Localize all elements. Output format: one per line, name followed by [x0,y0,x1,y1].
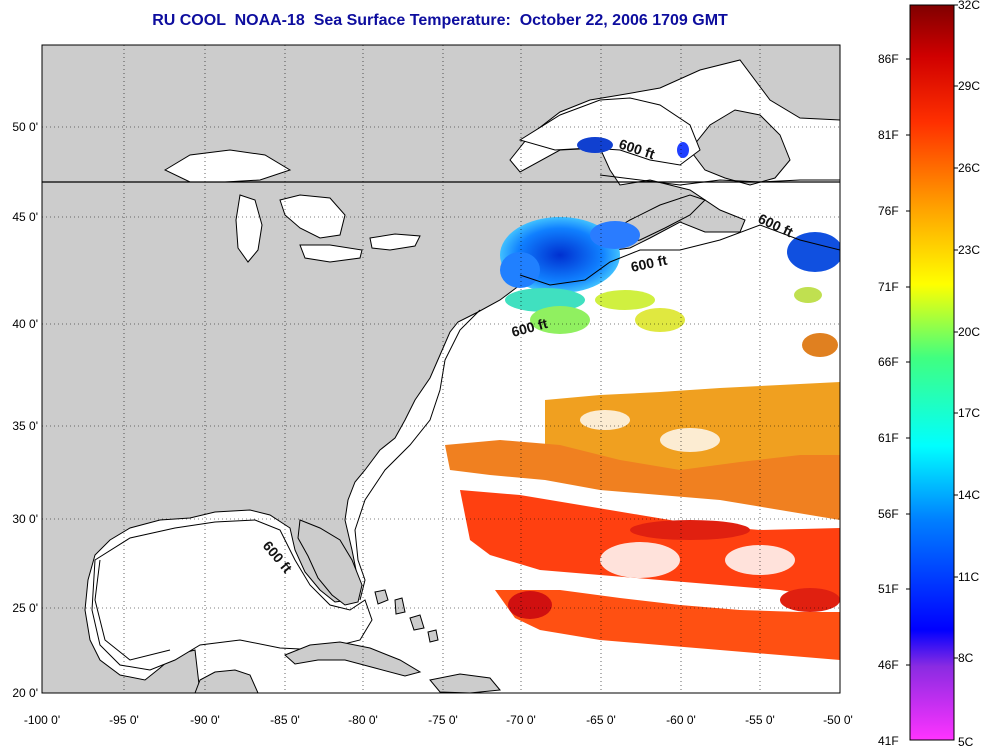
graticule [42,45,840,693]
map-title: RU COOL NOAA-18 Sea Surface Temperature:… [152,12,728,29]
sst-warm-region [445,382,840,660]
map-frame [41,44,841,694]
colorbar-f-label: 41F [878,734,899,748]
colorbar-c-label: 20C [958,325,980,339]
lon-tick-label: -55 0' [745,713,775,727]
lon-tick-label: -60 0' [666,713,696,727]
colorbar-c-label: 11C [958,570,979,584]
colorbar-f-label: 66F [878,355,899,369]
land-newfoundland [689,109,791,186]
colorbar-c-label: 32C [958,0,980,12]
land-yucatan [194,669,259,693]
lon-tick-label: -95 0' [109,713,139,727]
latitude-axis: 50 0' 45 0' 40 0' 35 0' 30 0' 25 0' 20 0… [12,120,38,700]
colorbar-f-label: 56F [878,507,899,521]
longitude-axis: -100 0' -95 0' -90 0' -85 0' -80 0' -75 … [24,713,853,727]
colorbar-c-label: 26C [958,161,980,175]
lon-tick-label: -70 0' [506,713,536,727]
lon-tick-label: -65 0' [586,713,616,727]
colorbar-f-label: 61F [878,431,899,445]
lon-tick-label: -80 0' [348,713,378,727]
lon-tick-label: -85 0' [270,713,300,727]
colorbar-c-label: 8C [958,651,974,665]
lat-tick-label: 40 0' [12,317,38,331]
lat-tick-label: 20 0' [12,686,38,700]
gulf-of-mexico [91,519,373,671]
lat-tick-label: 45 0' [12,210,38,224]
colorbar-f-label: 71F [878,280,899,294]
lat-tick-label: 50 0' [12,120,38,134]
colorbar-c-label: 14C [958,488,980,502]
lon-tick-label: -90 0' [190,713,220,727]
contour-600ft [94,174,840,661]
colorbar-c-label: 5C [958,735,974,749]
land-cuba [284,641,422,677]
lat-tick-label: 35 0' [12,419,38,433]
temperature-colorbar: 86F 81F 76F 71F 66F 61F 56F 51F 46F 41F … [878,0,980,749]
great-lakes [163,149,421,263]
colorbar-f-label: 86F [878,52,899,66]
colorbar-f-label: 46F [878,658,899,672]
lon-tick-label: -50 0' [823,713,853,727]
colorbar-c-label: 17C [958,406,980,420]
lat-tick-label: 25 0' [12,601,38,615]
contour-label-600ft: 600 ft [629,252,668,275]
lon-tick-label: -100 0' [24,713,60,727]
lon-tick-label: -75 0' [428,713,458,727]
sst-cold-region [500,137,840,357]
colorbar-f-label: 81F [878,128,899,142]
colorbar-gradient [909,4,955,741]
colorbar-f-label: 76F [878,204,899,218]
colorbar-c-label: 23C [958,243,980,257]
land-hispaniola [429,673,501,693]
land-florida [297,519,363,606]
colorbar-f-label: 51F [878,582,899,596]
colorbar-c-label: 29C [958,79,980,93]
lat-tick-label: 30 0' [12,512,38,526]
islands-bahamas [374,589,439,643]
